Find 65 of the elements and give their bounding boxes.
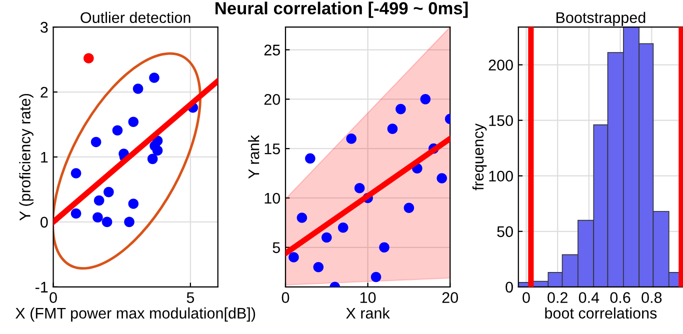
point	[436, 173, 448, 184]
x-tick-label: 0.6	[610, 292, 630, 303]
point	[70, 168, 82, 178]
x-axis-title: X (FMT power max modulation[dB])	[16, 307, 256, 322]
y-axis-title: frequency	[472, 123, 487, 190]
y-tick-label: 15	[264, 144, 280, 154]
point	[321, 232, 332, 243]
point	[296, 212, 308, 223]
point	[128, 116, 139, 128]
point	[420, 94, 431, 104]
y-tick-label: 25	[264, 44, 280, 56]
point	[90, 136, 102, 148]
x-tick-label: 0	[50, 292, 57, 303]
y-tick-label: 20	[264, 94, 280, 105]
point	[396, 104, 406, 114]
point	[370, 272, 382, 282]
point	[387, 124, 398, 134]
y-tick-label: 3	[40, 22, 48, 33]
point	[338, 222, 348, 233]
y-tick-label: 200	[488, 60, 513, 70]
x-tick-label: 0	[522, 292, 530, 303]
x-tick-label: 0	[282, 292, 290, 303]
chart-title: Bootstrapped	[556, 12, 646, 26]
point	[313, 262, 324, 272]
y-tick-label: 5	[272, 242, 280, 254]
point	[102, 216, 112, 228]
point	[92, 212, 103, 223]
x-tick-label: 0.8	[642, 292, 662, 303]
point	[128, 198, 139, 209]
x-axis-title: X rank	[346, 307, 390, 319]
point	[94, 195, 104, 206]
x-tick-label: 10	[360, 292, 376, 303]
y-tick-label: 100	[489, 170, 513, 182]
point	[404, 202, 414, 214]
point	[124, 216, 134, 228]
y-tick-label: 1	[41, 152, 48, 163]
point	[149, 72, 160, 83]
point	[288, 252, 299, 262]
point	[70, 208, 82, 219]
point	[305, 153, 316, 164]
x-axis-title: boot correlations	[545, 307, 657, 319]
point	[379, 242, 390, 253]
y-tick-label: 0	[506, 282, 513, 293]
point	[147, 154, 158, 164]
chart-title: Outlier detection	[80, 12, 190, 24]
y-tick-label: 2	[40, 86, 48, 98]
x-tick-label: 0.4	[578, 292, 600, 303]
y-tick-label: 0	[40, 216, 48, 228]
point	[104, 186, 114, 198]
point	[112, 125, 123, 136]
y-axis-title: Y rank	[248, 135, 260, 179]
x-tick-label: 20	[442, 292, 458, 303]
x-tick-label: 0.2	[548, 292, 568, 303]
y-tick-label: 10	[264, 192, 280, 204]
x-tick-label: 5	[186, 292, 194, 303]
point	[132, 84, 144, 94]
point	[152, 145, 163, 156]
point	[354, 182, 365, 194]
text: Neural correlation [-499 ~ 0ms]	[216, 2, 468, 18]
y-tick-label: 150	[489, 115, 513, 126]
y-tick-label: 50	[497, 226, 513, 238]
point	[84, 53, 94, 64]
point	[346, 134, 356, 144]
y-tick-label: -1	[36, 282, 48, 292]
y-axis-title: Y (proficiency rate)	[19, 94, 34, 221]
